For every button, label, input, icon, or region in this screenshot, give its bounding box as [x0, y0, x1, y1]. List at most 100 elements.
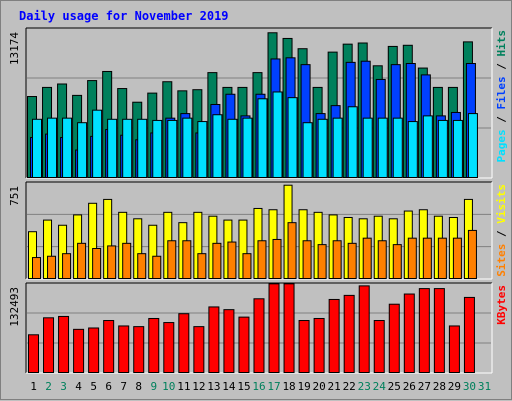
x-tick-label-28: 28: [433, 380, 446, 393]
x-tick-label-16: 16: [252, 380, 265, 393]
bar-kbytes-28: [433, 288, 445, 373]
legend-item-3-0: KBytes: [495, 285, 508, 325]
bar-sites-20: [317, 244, 327, 279]
bar-pages-27: [422, 115, 433, 178]
bar-kbytes-15: [238, 316, 250, 373]
x-tick-label-21: 21: [328, 380, 341, 393]
x-tick-label-15: 15: [237, 380, 250, 393]
bar-sites-1: [32, 257, 41, 279]
bar-pages-5: [92, 109, 103, 178]
bar-pages-11: [182, 117, 193, 178]
x-tick-label-30: 30: [463, 380, 476, 393]
bar-pages-14: [227, 118, 238, 179]
x-tick-label-14: 14: [222, 380, 236, 393]
bar-sites-15: [242, 253, 252, 279]
bar-kbytes-3: [58, 315, 70, 373]
bar-sites-16: [257, 240, 267, 279]
bar-kbytes-8: [133, 326, 145, 374]
x-tick-label-9: 9: [150, 380, 157, 393]
bar-pages-4: [77, 122, 88, 178]
bar-pages-15: [242, 117, 253, 178]
bar-pages-30: [467, 113, 478, 179]
bar-kbytes-17: [268, 283, 280, 374]
ymax-label-2: 751: [8, 186, 21, 206]
bar-sites-22: [347, 242, 357, 279]
bar-kbytes-21: [328, 298, 340, 373]
x-tick-label-1: 1: [30, 380, 37, 393]
legend-item-1-0: Pages: [495, 129, 508, 162]
bar-pages-22: [347, 106, 358, 178]
x-tick-label-24: 24: [373, 380, 387, 393]
bar-kbytes-12: [193, 326, 205, 374]
bar-kbytes-30: [463, 296, 475, 373]
bar-kbytes-7: [118, 325, 130, 373]
x-tick-label-11: 11: [177, 380, 190, 393]
bar-sites-17: [272, 238, 282, 279]
x-tick-label-8: 8: [135, 380, 142, 393]
bar-pages-16: [257, 98, 268, 178]
bar-sites-25: [392, 244, 402, 279]
bar-sites-28: [437, 237, 447, 279]
ymax-label-3: 132493: [8, 287, 21, 327]
bar-sites-29: [452, 237, 462, 279]
bar-pages-6: [107, 118, 118, 179]
bar-kbytes-4: [73, 328, 85, 373]
bar-sites-10: [167, 240, 177, 279]
legend-item-2-0: Sites: [495, 244, 508, 277]
legend-2: Sites / Visits: [495, 184, 508, 277]
bar-sites-13: [212, 242, 222, 279]
bar-sites-24: [377, 240, 387, 279]
bar-kbytes-25: [388, 303, 400, 373]
x-tick-label-31: 31: [478, 380, 491, 393]
legend-item-1-4: Hits: [495, 30, 508, 57]
x-tick-label-10: 10: [162, 380, 175, 393]
bar-sites-3: [62, 253, 72, 279]
bar-kbytes-16: [253, 298, 265, 374]
x-tick-label-20: 20: [313, 380, 326, 393]
legend-item-2-1: /: [495, 224, 508, 244]
x-tick-label-7: 7: [120, 380, 127, 393]
bar-kbytes-29: [448, 325, 460, 373]
x-tick-label-25: 25: [388, 380, 401, 393]
bar-pages-12: [197, 121, 208, 178]
bar-sites-19: [302, 240, 312, 279]
bar-sites-9: [152, 255, 162, 279]
legend-1: Pages / Files / Hits: [495, 30, 508, 163]
bar-kbytes-18: [283, 283, 295, 374]
bar-sites-21: [332, 240, 342, 279]
bar-sites-14: [227, 241, 237, 279]
bar-pages-10: [167, 119, 178, 178]
bar-sites-6: [107, 245, 117, 279]
x-tick-label-22: 22: [343, 380, 356, 393]
bar-sites-27: [422, 237, 432, 279]
x-tick-label-17: 17: [267, 380, 280, 393]
x-tick-label-29: 29: [448, 380, 461, 393]
bar-pages-29: [452, 119, 463, 178]
x-tick-label-26: 26: [403, 380, 416, 393]
x-tick-label-2: 2: [45, 380, 52, 393]
bar-pages-23: [362, 117, 373, 178]
x-tick-label-19: 19: [297, 380, 310, 393]
bar-kbytes-5: [88, 327, 100, 373]
bar-kbytes-24: [373, 320, 385, 374]
legend-3: KBytes: [495, 285, 508, 325]
x-tick-label-6: 6: [105, 380, 112, 393]
x-tick-label-5: 5: [90, 380, 97, 393]
bar-sites-26: [407, 237, 417, 279]
bar-kbytes-9: [148, 317, 160, 373]
x-tick-label-3: 3: [60, 380, 67, 393]
legend-item-1-3: /: [495, 57, 508, 77]
bar-kbytes-11: [178, 313, 190, 374]
bar-pages-24: [377, 117, 388, 178]
bar-pages-18: [287, 97, 298, 178]
x-tick-label-13: 13: [207, 380, 220, 393]
bar-kbytes-1: [28, 334, 39, 374]
bar-kbytes-10: [163, 322, 175, 374]
bar-kbytes-13: [208, 306, 220, 374]
bar-kbytes-23: [358, 285, 370, 374]
bar-kbytes-22: [343, 294, 355, 373]
bar-sites-11: [182, 240, 192, 279]
x-tick-label-27: 27: [418, 380, 431, 393]
bar-sites-4: [77, 242, 87, 279]
